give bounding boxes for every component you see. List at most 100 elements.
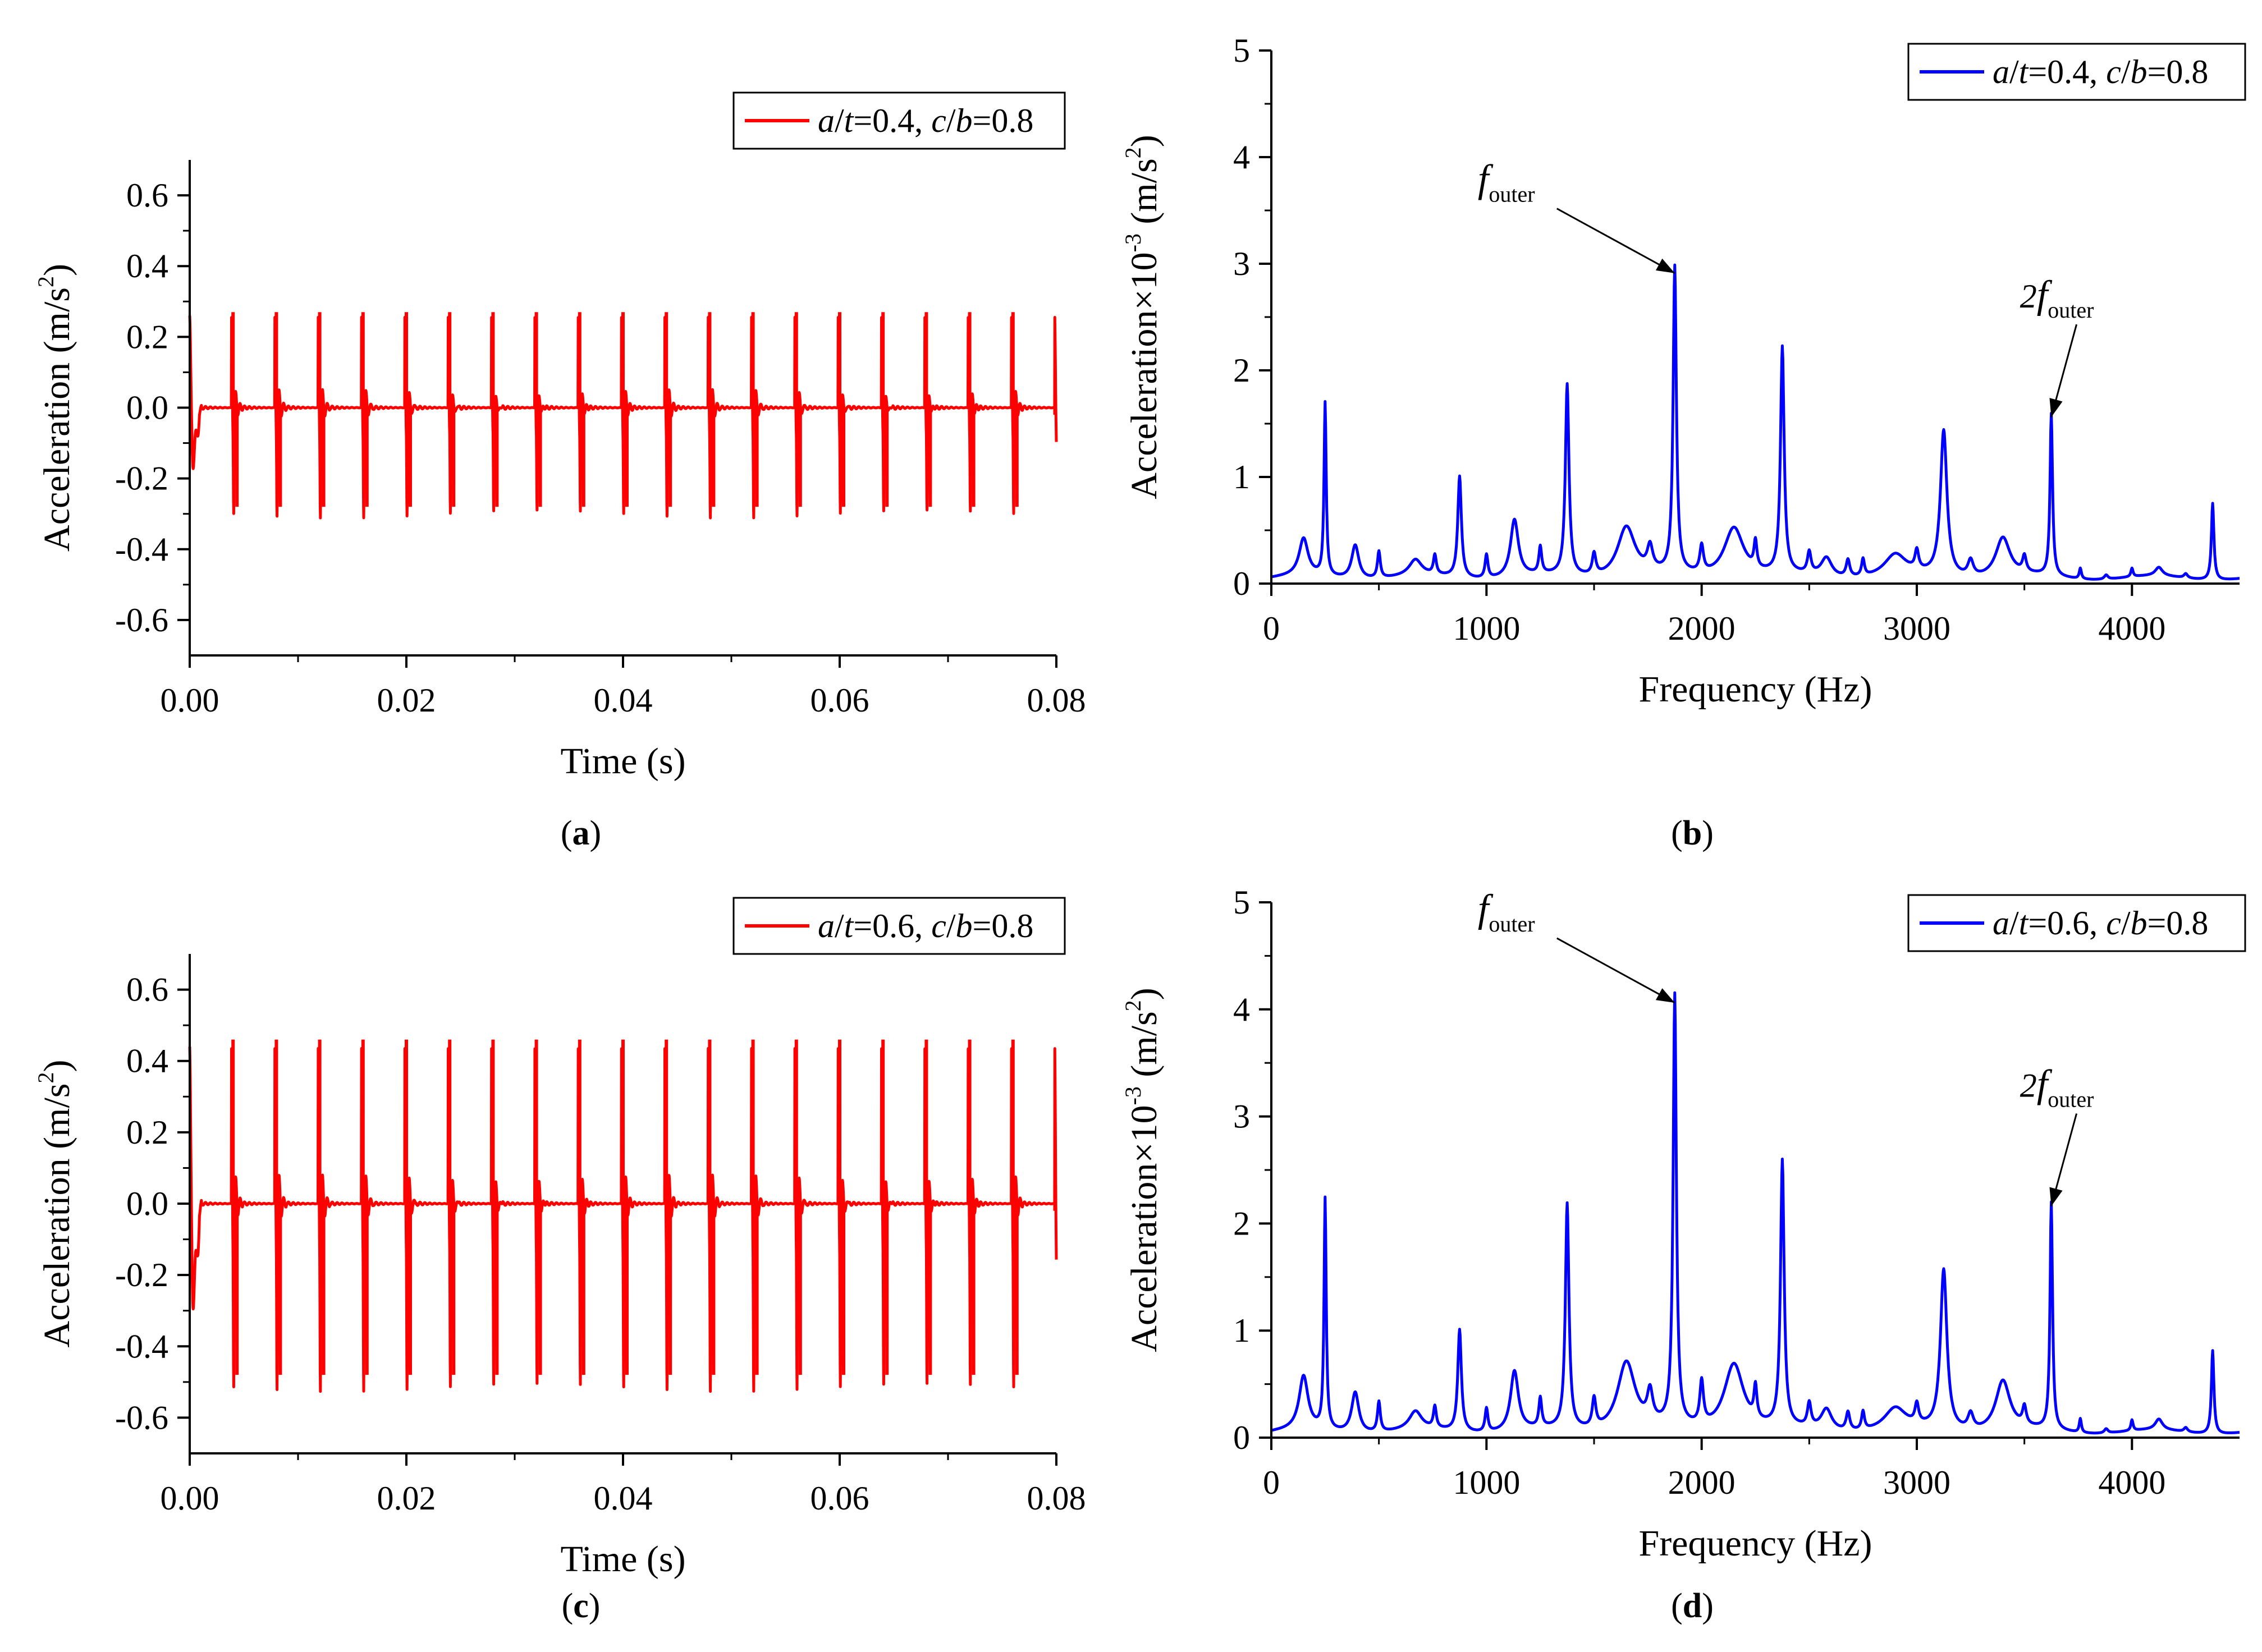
annotation-0: fouter (1478, 887, 1535, 937)
paren-close: ) (589, 1587, 601, 1625)
legend-t: t (844, 102, 854, 139)
panel-label-d: (d) (1671, 1587, 1714, 1625)
y-tick-label-5: 0.4 (126, 1043, 168, 1080)
legend-b-val: =0.8 (2147, 905, 2209, 942)
x-axis-label-a: Time (s) (560, 741, 685, 782)
panel-label-c: (c) (562, 1587, 601, 1625)
ann-sub: outer (2048, 297, 2094, 323)
y-label-unit: (m/s (1124, 1011, 1165, 1086)
legend-b: b (956, 907, 973, 944)
ann-sub: outer (2048, 1087, 2094, 1112)
x-tick-label-1: 0.02 (377, 1480, 436, 1517)
x-tick-label-2: 0.04 (594, 1480, 653, 1517)
ann-prefix: 2 (2020, 1067, 2037, 1104)
y-tick-label-5: 0.4 (126, 247, 168, 284)
y-axis-label-b: Acceleration×10-3 (m/s2) (1120, 135, 1165, 499)
y-label-main: Acceleration (m/s (36, 1084, 77, 1348)
legend-b-val: =0.8 (973, 102, 1034, 139)
series-line-d (1270, 991, 2241, 1435)
ann-sub: outer (1489, 182, 1535, 207)
legend-d: a/t=0.6, c/b=0.8 (1907, 894, 2246, 952)
legend-b: b (2131, 53, 2147, 90)
y-tick-label-0: -0.6 (115, 602, 168, 639)
y-tick-label-6: 0.6 (126, 177, 168, 214)
x-tick-label-3: 3000 (1883, 1464, 1950, 1501)
legend-a-val: =0.6, (2028, 905, 2106, 942)
legend-slash: / (2009, 905, 2019, 942)
y-tick-label-5: 5 (1233, 884, 1250, 921)
legend-a-val: =0.4, (853, 102, 931, 139)
paren-open: ( (562, 1587, 574, 1625)
y-label-sup2: 2 (1120, 147, 1146, 158)
legend-b: a/t=0.4, c/b=0.8 (1907, 43, 2246, 101)
annotation-arrow-0 (1556, 937, 1675, 1004)
x-axis-label-b: Frequency (Hz) (1639, 669, 1872, 710)
y-tick-label-2: -0.2 (115, 460, 168, 497)
y-tick-label-4: 4 (1233, 139, 1250, 176)
y-tick-label-1: 1 (1233, 458, 1250, 495)
arrow-head-0 (1655, 988, 1675, 1003)
legend-t: t (844, 907, 854, 944)
paren-close: ) (1702, 814, 1714, 852)
y-tick-label-4: 0.2 (126, 1114, 168, 1151)
y-tick-label-2: -0.2 (115, 1256, 168, 1293)
x-tick-label-4: 4000 (2098, 1464, 2165, 1501)
y-tick-label-3: 3 (1233, 1098, 1250, 1135)
series-line-c (188, 1047, 1058, 1393)
y-tick-label-2: 2 (1233, 352, 1250, 389)
x-tick-label-2: 2000 (1668, 1464, 1736, 1501)
legend-slash: / (2009, 53, 2019, 90)
legend-label: a/t=0.6, c/b=0.8 (1993, 905, 2208, 942)
legend-t: t (2019, 905, 2029, 942)
y-label-sup: -3 (1120, 233, 1146, 252)
legend-a-val: =0.6, (853, 907, 931, 944)
legend-c: c (931, 907, 946, 944)
y-tick-label-1: -0.4 (115, 1328, 168, 1365)
x-tick-label-4: 0.08 (1027, 1480, 1086, 1517)
panel-d: 0 1000 2000 3000 4000 0 1 2 3 4 5 Frequency (Hz) Acc… (1120, 884, 2246, 1625)
legend-c: c (2106, 53, 2121, 90)
ann-prefix: 2 (2020, 278, 2037, 315)
legend-b-val: =0.8 (973, 907, 1034, 944)
legend-c: c (2106, 905, 2121, 942)
y-label-main: Acceleration (m/s (36, 287, 77, 552)
legend-t: t (2019, 53, 2029, 90)
legend-label: a/t=0.4, c/b=0.8 (1993, 53, 2208, 90)
panel-label-a: (a) (561, 814, 601, 852)
y-tick-label-0: 0 (1233, 1419, 1250, 1456)
y-label-end: ) (36, 264, 77, 276)
legend-a-val: =0.4, (2028, 53, 2106, 90)
x-tick-label-3: 3000 (1883, 610, 1950, 647)
x-axis-label-d: Frequency (Hz) (1639, 1523, 1872, 1564)
y-label-sup: 2 (33, 1072, 58, 1084)
annotation-0: fouter (1478, 158, 1535, 207)
x-tick-label-1: 1000 (1453, 1464, 1520, 1501)
ann-sub: outer (1489, 911, 1535, 937)
y-label-main: Acceleration×10 (1124, 252, 1165, 499)
y-tick-label-2: 2 (1233, 1205, 1250, 1242)
legend-b: b (956, 102, 973, 139)
legend-label: a/t=0.6, c/b=0.8 (818, 907, 1033, 944)
legend-b: b (2131, 905, 2147, 942)
panel-letter: a (573, 814, 590, 852)
legend-slash: / (835, 102, 844, 139)
y-label-end: ) (1124, 135, 1165, 147)
legend-c: a/t=0.6, c/b=0.8 (732, 897, 1066, 955)
panel-letter: c (573, 1587, 589, 1625)
y-axis-label-c: Acceleration (m/s2) (33, 1060, 77, 1348)
x-axis-label-c: Time (s) (560, 1539, 685, 1580)
x-tick-label-0: 0 (1263, 1464, 1280, 1501)
annotation-1: 2fouter (2020, 273, 2094, 323)
legend-a: a (818, 102, 835, 139)
y-label-sup: 2 (33, 276, 58, 287)
panel-b: 0 1000 2000 3000 4000 0 1 2 3 4 5 Frequency (Hz) Acc… (1120, 32, 2246, 852)
panel-letter: b (1683, 814, 1702, 852)
y-label-sup2: 2 (1120, 1000, 1146, 1011)
y-tick-label-3: 0.0 (126, 389, 168, 426)
x-tick-label-2: 2000 (1668, 610, 1736, 647)
arrow-head-1 (2049, 1187, 2063, 1206)
series-line-b (1270, 263, 2241, 581)
panel-label-b: (b) (1671, 814, 1714, 852)
paren-close: ) (590, 814, 602, 852)
panel-c: 0.00 0.02 0.04 0.06 0.08 -0.6 -0.4 -0.2 0.0 0.2 0.… (33, 897, 1086, 1625)
